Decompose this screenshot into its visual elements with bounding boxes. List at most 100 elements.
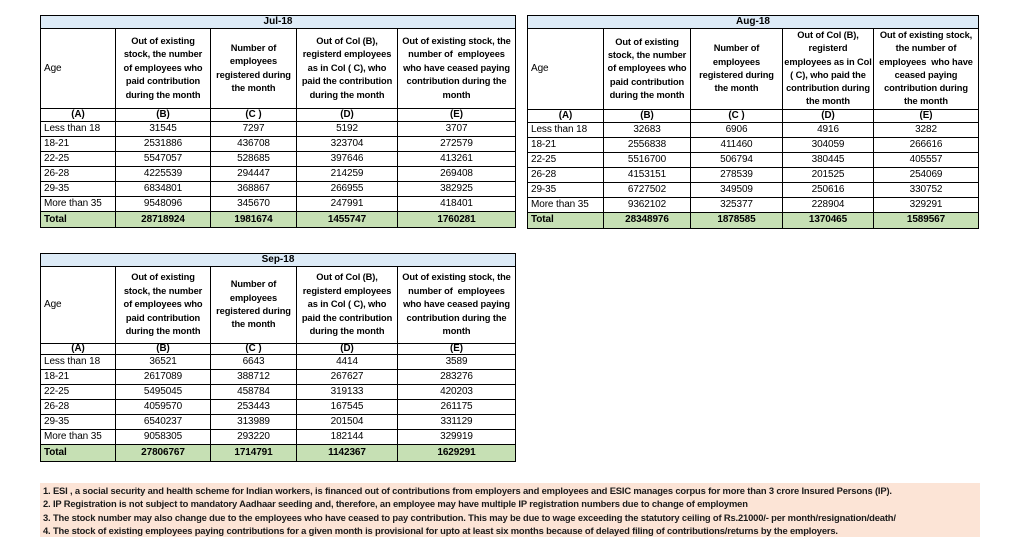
table-title-row: Jul-18: [40, 15, 516, 29]
table-row: 29-35 6834801 368867 266955 382925: [40, 181, 516, 197]
value-cell: 250616: [782, 181, 874, 198]
column-letter: (D): [296, 108, 398, 122]
age-group-cell: 18-21: [40, 136, 116, 152]
footnote-line: 4. The stock of existing employees payin…: [43, 525, 838, 537]
column-letter: (A): [527, 108, 604, 123]
table-row: More than 35 9548096 345670 247991 418401: [40, 196, 516, 212]
value-cell: 9362102: [603, 196, 691, 213]
value-cell: 5516700: [603, 151, 691, 168]
column-header-row: Age Out of existing stock, the number of …: [527, 28, 979, 110]
value-cell: 325377: [690, 196, 783, 213]
column-header: Age: [40, 266, 116, 344]
total-value-cell: 1589567: [873, 211, 979, 229]
footnote-line: 2. IP Registration is not subject to man…: [43, 498, 748, 510]
value-cell: 345670: [210, 196, 297, 212]
value-cell: 418401: [397, 196, 516, 212]
table-row: More than 35 9058305 293220 182144 329919: [40, 429, 516, 445]
value-cell: 329291: [873, 196, 979, 213]
column-letter: (E): [873, 108, 979, 123]
value-cell: 266955: [296, 181, 398, 197]
value-cell: 293220: [210, 429, 297, 445]
value-cell: 253443: [210, 399, 297, 415]
column-header: Number of employees registered during th…: [210, 28, 297, 109]
table-row: Less than 18 31545 7297 5192 3707: [40, 121, 516, 137]
age-group-cell: More than 35: [40, 429, 116, 445]
table-row: 29-35 6727502 349509 250616 330752: [527, 181, 979, 198]
value-cell: 331129: [397, 414, 516, 430]
column-letter-row: (A) (B) (C ) (D) (E): [527, 108, 979, 123]
value-cell: 36521: [115, 354, 211, 370]
value-cell: 201504: [296, 414, 398, 430]
value-cell: 397646: [296, 151, 398, 167]
age-group-cell: 29-35: [40, 414, 116, 430]
total-value-cell: 27806767: [115, 444, 211, 462]
column-header: Out of existing stock, the number of emp…: [397, 266, 516, 344]
total-value-cell: 1142367: [296, 444, 398, 462]
value-cell: 31545: [115, 121, 211, 137]
value-cell: 4059570: [115, 399, 211, 415]
age-group-cell: 22-25: [40, 151, 116, 167]
value-cell: 3282: [873, 121, 979, 138]
total-label: Total: [40, 211, 116, 228]
age-group-cell: Less than 18: [527, 121, 604, 138]
value-cell: 4153151: [603, 166, 691, 183]
value-cell: 411460: [690, 136, 783, 153]
value-cell: 368867: [210, 181, 297, 197]
age-group-cell: More than 35: [40, 196, 116, 212]
value-cell: 506794: [690, 151, 783, 168]
column-header: Out of existing stock, the number of emp…: [603, 28, 691, 110]
column-header: Out of existing stock, the number of emp…: [873, 28, 979, 110]
value-cell: 3589: [397, 354, 516, 370]
value-cell: 283276: [397, 369, 516, 385]
value-cell: 413261: [397, 151, 516, 167]
value-cell: 436708: [210, 136, 297, 152]
value-cell: 380445: [782, 151, 874, 168]
column-letter-row: (A) (B) (C ) (D) (E): [40, 343, 516, 355]
value-cell: 7297: [210, 121, 297, 137]
total-label: Total: [40, 444, 116, 462]
age-group-cell: 26-28: [40, 166, 116, 182]
column-letter: (B): [115, 108, 211, 122]
age-group-cell: 29-35: [527, 181, 604, 198]
value-cell: 266616: [873, 136, 979, 153]
age-group-cell: More than 35: [527, 196, 604, 213]
total-value-cell: 28718924: [115, 211, 211, 228]
column-header: Out of Col (B), registerd employees as i…: [296, 28, 398, 109]
column-header: Age: [527, 28, 604, 110]
table-jul-18: Jul-18 Age Out of existing stock, the numb…: [40, 15, 516, 228]
age-group-cell: 22-25: [40, 384, 116, 400]
table-title: Jul-18: [40, 15, 516, 29]
table-title-row: Aug-18: [527, 15, 979, 29]
total-value-cell: 1455747: [296, 211, 398, 228]
column-header-row: Age Out of existing stock, the number of …: [40, 28, 516, 109]
column-header: Number of employees registered during th…: [210, 266, 297, 344]
value-cell: 6906: [690, 121, 783, 138]
value-cell: 2617089: [115, 369, 211, 385]
age-group-cell: 26-28: [527, 166, 604, 183]
column-letter: (A): [40, 343, 116, 355]
column-letter: (C ): [690, 108, 783, 123]
value-cell: 9058305: [115, 429, 211, 445]
table-row: 22-25 5495045 458784 319133 420203: [40, 384, 516, 400]
table-row: 29-35 6540237 313989 201504 331129: [40, 414, 516, 430]
total-row: Total 27806767 1714791 1142367 1629291: [40, 444, 516, 462]
table-aug-18: Aug-18 Age Out of existing stock, the numb…: [527, 15, 979, 229]
table-row: Less than 18 36521 6643 4414 3589: [40, 354, 516, 370]
value-cell: 304059: [782, 136, 874, 153]
column-letter: (E): [397, 343, 516, 355]
age-group-cell: 26-28: [40, 399, 116, 415]
value-cell: 167545: [296, 399, 398, 415]
column-header: Out of existing stock, the number of emp…: [397, 28, 516, 109]
value-cell: 458784: [210, 384, 297, 400]
value-cell: 382925: [397, 181, 516, 197]
column-letter: (B): [603, 108, 691, 123]
value-cell: 228904: [782, 196, 874, 213]
column-header: Age: [40, 28, 116, 109]
value-cell: 330752: [873, 181, 979, 198]
total-value-cell: 1981674: [210, 211, 297, 228]
column-letter-row: (A) (B) (C ) (D) (E): [40, 108, 516, 122]
value-cell: 6727502: [603, 181, 691, 198]
column-header-row: Age Out of existing stock, the number of …: [40, 266, 516, 344]
footnote-line: 3. The stock number may also change due …: [43, 511, 896, 523]
column-header: Out of Col (B), registerd employees as i…: [296, 266, 398, 344]
